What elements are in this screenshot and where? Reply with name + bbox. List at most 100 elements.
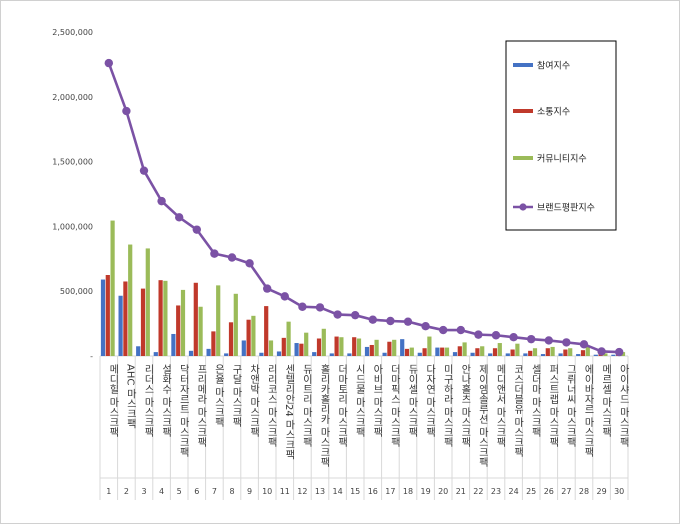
bar-3-11 [286, 321, 291, 356]
bar-2-25 [528, 350, 533, 356]
category-label-25: 셀더마 마스크팩 [529, 364, 541, 437]
category-label-18: 듀이셀 마스크팩 [406, 364, 418, 437]
bar-1-14 [329, 353, 334, 356]
legend-box [505, 40, 617, 231]
bar-2-24 [510, 349, 515, 356]
bar-3-24 [515, 343, 520, 356]
y-tick-label: 2,500,000 [52, 28, 93, 37]
bar-2-20 [440, 347, 445, 356]
legend-swatch-1 [513, 63, 533, 67]
legend-label-1: 참여지수 [537, 60, 570, 72]
bar-1-1 [100, 279, 106, 356]
rank-label-8: 8 [229, 487, 234, 496]
line-point-22 [474, 330, 483, 339]
y-tick-label: 500,000 [60, 287, 93, 296]
line-point-30 [615, 347, 624, 357]
bar-3-13 [321, 328, 326, 356]
bar-3-14 [339, 337, 344, 356]
category-label-10: 리리코스 마스크팩 [265, 364, 277, 447]
bar-2-8 [228, 322, 234, 356]
line-point-16 [368, 315, 377, 324]
rank-label-10: 10 [262, 487, 272, 496]
bar-2-26 [545, 348, 550, 356]
category-label-23: 메디앤서 마스크팩 [494, 364, 506, 447]
bar-2-6 [193, 282, 198, 356]
bar-1-20 [435, 347, 440, 356]
bar-3-20 [444, 347, 450, 356]
bar-2-5 [176, 305, 181, 356]
bar-2-11 [281, 337, 286, 356]
bar-2-19 [422, 348, 427, 356]
rank-label-2: 2 [124, 487, 129, 496]
rank-label-4: 4 [159, 487, 164, 496]
bar-1-8 [224, 353, 229, 356]
line-point-29 [597, 347, 606, 356]
line-point-20 [439, 325, 448, 335]
bar-2-12 [299, 343, 304, 356]
bar-2-22 [475, 348, 480, 356]
category-label-28: 에이바자르 마스크팩 [582, 364, 594, 457]
category-label-20: 미구하라 마스크팩 [441, 364, 453, 447]
bar-2-21 [457, 346, 462, 356]
category-label-19: 다자연 마스크팩 [424, 364, 436, 437]
bar-3-22 [480, 346, 485, 356]
bar-1-26 [540, 354, 546, 356]
bar-1-13 [312, 352, 317, 356]
bar-1-16 [364, 346, 370, 356]
line-point-18 [403, 317, 413, 326]
rank-label-11: 11 [280, 487, 290, 496]
bar-1-12 [294, 343, 299, 356]
line-point-25 [527, 334, 536, 344]
y-tick-label: 1,000,000 [52, 222, 93, 231]
bar-1-24 [505, 353, 510, 356]
bar-1-25 [523, 353, 528, 356]
category-label-5: 닥터자르트 마스크팩 [177, 364, 189, 457]
rank-label-28: 28 [579, 487, 589, 496]
category-label-27: 그뤼너씨 마스크팩 [564, 364, 576, 447]
line-point-23 [491, 331, 501, 340]
rank-label-7: 7 [212, 487, 217, 496]
category-label-16: 아비브 마스크팩 [371, 364, 383, 437]
category-label-2: AHC 마스크팩 [124, 364, 136, 429]
bar-3-19 [427, 336, 432, 356]
bar-3-29 [603, 353, 608, 356]
bar-1-28 [576, 354, 581, 356]
line-series [104, 58, 624, 357]
bar-3-5 [180, 289, 186, 356]
line-point-1 [104, 58, 114, 68]
bar-2-18 [404, 348, 410, 356]
line-point-17 [386, 316, 395, 326]
y-tick-label: - [90, 352, 93, 361]
rank-label-17: 17 [385, 487, 395, 496]
bars [100, 220, 626, 356]
category-label-30: 아이샤드 마스크팩 [617, 364, 629, 447]
line-point-7 [210, 249, 219, 258]
rank-label-21: 21 [456, 487, 466, 496]
bar-1-21 [452, 352, 458, 356]
bar-1-7 [206, 348, 211, 356]
line-point-11 [280, 292, 289, 301]
line-point-9 [245, 259, 254, 268]
bar-2-7 [211, 331, 216, 356]
rank-label-26: 26 [544, 487, 554, 496]
legend-label-2: 소통지수 [537, 107, 570, 118]
line-point-5 [175, 213, 184, 222]
legend-label-3: 커뮤니티지수 [537, 154, 587, 165]
line-point-14 [333, 310, 342, 319]
rank-label-16: 16 [368, 487, 378, 496]
line-point-13 [315, 303, 325, 312]
category-label-1: 메디힐 마스크팩 [107, 364, 119, 437]
category-label-24: 코스더블유 마스크팩 [512, 364, 524, 457]
bar-2-27 [563, 349, 568, 356]
line-point-19 [421, 321, 430, 331]
rank-label-29: 29 [597, 487, 607, 496]
bar-2-9 [246, 319, 251, 356]
y-tick-label: 2,000,000 [52, 93, 93, 102]
bar-3-25 [532, 348, 538, 356]
rank-label-27: 27 [561, 487, 571, 496]
bar-1-2 [118, 295, 123, 356]
bar-1-29 [593, 354, 598, 356]
legend-swatch-2 [513, 109, 533, 113]
bar-3-7 [216, 285, 221, 356]
